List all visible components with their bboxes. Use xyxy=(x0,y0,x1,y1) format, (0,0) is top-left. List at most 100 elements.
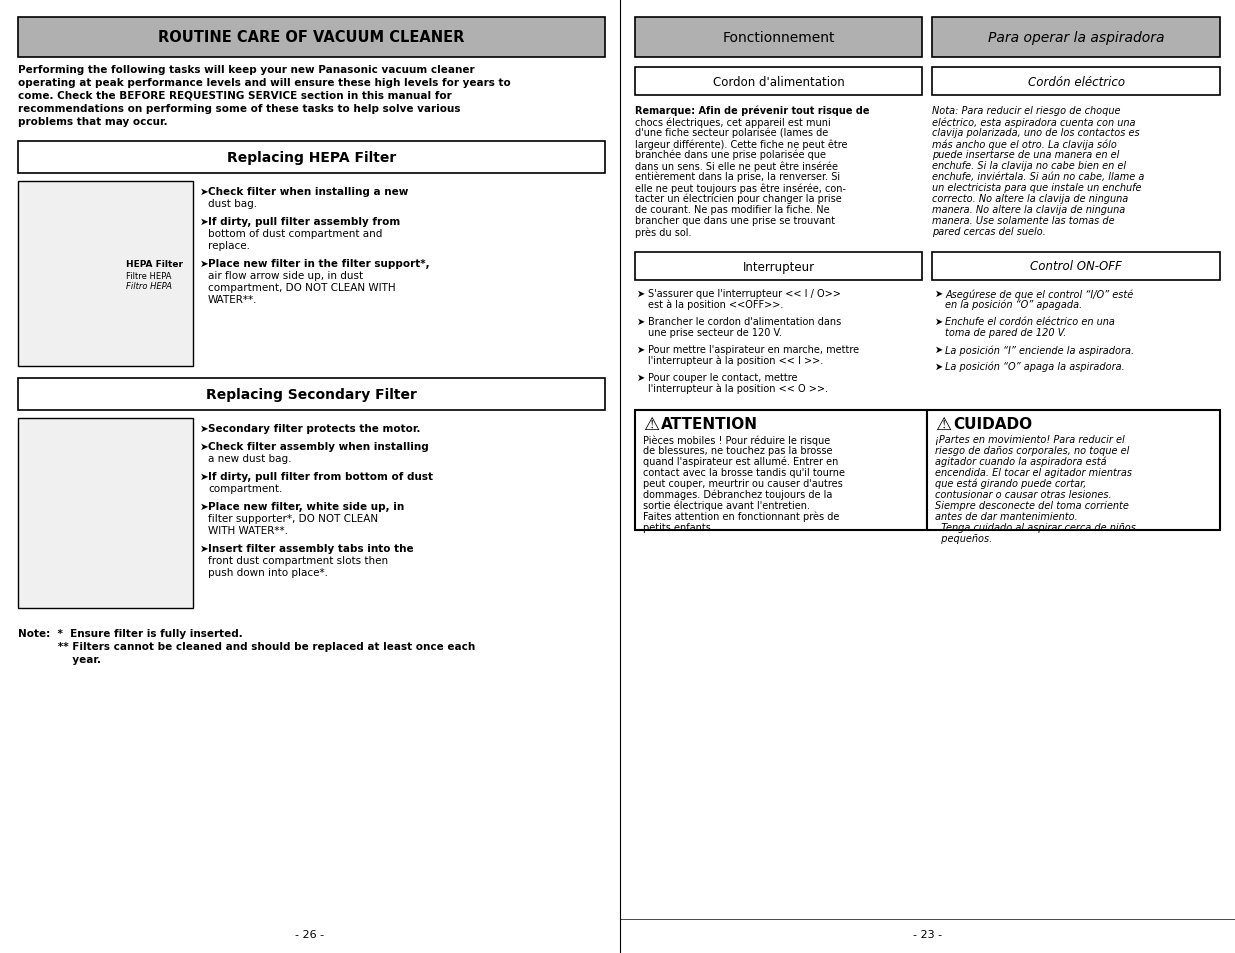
Text: contact avec la brosse tandis qu'il tourne: contact avec la brosse tandis qu'il tour… xyxy=(643,468,845,477)
Text: Brancher le cordon d'alimentation dans: Brancher le cordon d'alimentation dans xyxy=(648,316,841,327)
Text: puede insertarse de una manera en el: puede insertarse de una manera en el xyxy=(932,150,1120,160)
Text: encendida. El tocar el agitador mientras: encendida. El tocar el agitador mientras xyxy=(935,468,1132,477)
FancyBboxPatch shape xyxy=(19,182,193,367)
Text: Performing the following tasks will keep your new Panasonic vacuum cleaner: Performing the following tasks will keep… xyxy=(19,65,474,75)
Text: Filtre HEPA: Filtre HEPA xyxy=(126,272,170,281)
Text: If dirty, pull filter assembly from: If dirty, pull filter assembly from xyxy=(207,216,400,227)
Text: air flow arrow side up, in dust: air flow arrow side up, in dust xyxy=(207,271,363,281)
Text: Replacing HEPA Filter: Replacing HEPA Filter xyxy=(227,151,396,165)
Text: La posición “I” enciende la aspiradora.: La posición “I” enciende la aspiradora. xyxy=(946,345,1135,355)
Text: operating at peak performance levels and will ensure these high levels for years: operating at peak performance levels and… xyxy=(19,78,511,88)
Text: If dirty, pull filter from bottom of dust: If dirty, pull filter from bottom of dus… xyxy=(207,472,433,481)
Text: ➤: ➤ xyxy=(935,289,942,298)
Text: Asegúrese de que el control “I/O” esté: Asegúrese de que el control “I/O” esté xyxy=(946,289,1134,299)
Text: manera. No altere la clavija de ninguna: manera. No altere la clavija de ninguna xyxy=(932,205,1126,214)
Text: Insert filter assembly tabs into the: Insert filter assembly tabs into the xyxy=(207,543,414,554)
FancyBboxPatch shape xyxy=(19,378,605,411)
Text: bottom of dust compartment and: bottom of dust compartment and xyxy=(207,229,383,239)
Text: eléctrico, esta aspiradora cuenta con una: eléctrico, esta aspiradora cuenta con un… xyxy=(932,117,1136,128)
Text: - 23 -: - 23 - xyxy=(913,929,942,939)
Text: compartment, DO NOT CLEAN WITH: compartment, DO NOT CLEAN WITH xyxy=(207,283,395,293)
Text: tacter un électricien pour changer la prise: tacter un électricien pour changer la pr… xyxy=(635,193,842,204)
FancyBboxPatch shape xyxy=(927,411,1220,531)
Text: ⚠: ⚠ xyxy=(935,416,952,434)
Text: Faites attention en fonctionnant près de: Faites attention en fonctionnant près de xyxy=(643,512,840,522)
Text: est à la position <<OFF>>.: est à la position <<OFF>>. xyxy=(648,299,783,310)
Text: ⚠: ⚠ xyxy=(643,416,659,434)
Text: Check filter assembly when installing: Check filter assembly when installing xyxy=(207,441,429,452)
Text: de courant. Ne pas modifier la fiche. Ne: de courant. Ne pas modifier la fiche. Ne xyxy=(635,205,830,214)
Text: de blessures, ne touchez pas la brosse: de blessures, ne touchez pas la brosse xyxy=(643,446,832,456)
Text: ➤: ➤ xyxy=(637,373,645,382)
Text: Tenga cuidado al aspirar cerca de niños: Tenga cuidado al aspirar cerca de niños xyxy=(935,522,1136,533)
Text: filter supporter*, DO NOT CLEAN: filter supporter*, DO NOT CLEAN xyxy=(207,514,378,523)
Text: Place new filter, white side up, in: Place new filter, white side up, in xyxy=(207,501,404,512)
Text: recommendations on performing some of these tasks to help solve various: recommendations on performing some of th… xyxy=(19,104,461,113)
Text: l'interrupteur à la position << O >>.: l'interrupteur à la position << O >>. xyxy=(648,384,827,395)
FancyBboxPatch shape xyxy=(19,18,605,58)
Text: push down into place*.: push down into place*. xyxy=(207,567,329,578)
Text: compartment.: compartment. xyxy=(207,483,283,494)
Text: pequeños.: pequeños. xyxy=(935,534,993,543)
Text: ➤: ➤ xyxy=(200,216,209,227)
Text: manera. Use solamente las tomas de: manera. Use solamente las tomas de xyxy=(932,215,1115,226)
Text: elle ne peut toujours pas être insérée, con-: elle ne peut toujours pas être insérée, … xyxy=(635,183,846,193)
Text: ATTENTION: ATTENTION xyxy=(661,416,758,432)
FancyBboxPatch shape xyxy=(19,418,193,608)
Text: Nota: Para reducir el riesgo de choque: Nota: Para reducir el riesgo de choque xyxy=(932,106,1121,116)
Text: Enchufe el cordón eléctrico en una: Enchufe el cordón eléctrico en una xyxy=(946,316,1115,327)
Text: ** Filters cannot be cleaned and should be replaced at least once each: ** Filters cannot be cleaned and should … xyxy=(19,641,475,651)
Text: - 26 -: - 26 - xyxy=(295,929,325,939)
Text: Remarque: Afin de prévenir tout risque de: Remarque: Afin de prévenir tout risque d… xyxy=(635,106,869,116)
Text: ➤: ➤ xyxy=(200,441,209,452)
Text: pared cercas del suelo.: pared cercas del suelo. xyxy=(932,227,1046,236)
Text: contusionar o causar otras lesiones.: contusionar o causar otras lesiones. xyxy=(935,490,1112,499)
Text: Pièces mobiles ! Pour réduire le risque: Pièces mobiles ! Pour réduire le risque xyxy=(643,435,830,445)
Text: Para operar la aspiradora: Para operar la aspiradora xyxy=(988,30,1165,45)
FancyBboxPatch shape xyxy=(635,18,923,58)
FancyBboxPatch shape xyxy=(932,18,1220,58)
Text: Secondary filter protects the motor.: Secondary filter protects the motor. xyxy=(207,423,420,434)
Text: quand l'aspirateur est allumé. Entrer en: quand l'aspirateur est allumé. Entrer en xyxy=(643,456,839,467)
Text: riesgo de daños corporales, no toque el: riesgo de daños corporales, no toque el xyxy=(935,446,1130,456)
FancyBboxPatch shape xyxy=(19,142,605,173)
FancyBboxPatch shape xyxy=(635,253,923,281)
Text: front dust compartment slots then: front dust compartment slots then xyxy=(207,556,388,565)
Text: enchufe, inviértala. Si aún no cabe, llame a: enchufe, inviértala. Si aún no cabe, lla… xyxy=(932,172,1145,182)
Text: ➤: ➤ xyxy=(200,543,209,554)
Text: ➤: ➤ xyxy=(637,316,645,327)
Text: Control ON-OFF: Control ON-OFF xyxy=(1030,260,1123,274)
Text: brancher que dans une prise se trouvant: brancher que dans une prise se trouvant xyxy=(635,215,835,226)
Text: Check filter when installing a new: Check filter when installing a new xyxy=(207,187,409,196)
Text: d'une fiche secteur polarisée (lames de: d'une fiche secteur polarisée (lames de xyxy=(635,128,829,138)
Text: ➤: ➤ xyxy=(200,501,209,512)
Text: WITH WATER**.: WITH WATER**. xyxy=(207,525,288,536)
Text: près du sol.: près du sol. xyxy=(635,227,692,237)
FancyBboxPatch shape xyxy=(932,253,1220,281)
Text: HEPA Filter: HEPA Filter xyxy=(126,260,183,269)
Text: enchufe. Si la clavija no cabe bien en el: enchufe. Si la clavija no cabe bien en e… xyxy=(932,161,1126,171)
Text: problems that may occur.: problems that may occur. xyxy=(19,117,168,127)
Text: que está girando puede cortar,: que está girando puede cortar, xyxy=(935,478,1087,489)
Text: CUIDADO: CUIDADO xyxy=(953,416,1032,432)
FancyBboxPatch shape xyxy=(635,68,923,96)
Text: La posición “O” apaga la aspiradora.: La posición “O” apaga la aspiradora. xyxy=(946,361,1125,372)
Text: ➤: ➤ xyxy=(935,345,942,355)
Text: ➤: ➤ xyxy=(935,361,942,372)
Text: dommages. Débranchez toujours de la: dommages. Débranchez toujours de la xyxy=(643,490,832,500)
Text: antes de dar mantenimiento.: antes de dar mantenimiento. xyxy=(935,512,1078,521)
Text: ➤: ➤ xyxy=(935,316,942,327)
Text: Cordon d'alimentation: Cordon d'alimentation xyxy=(713,75,845,89)
Text: un electricista para que instale un enchufe: un electricista para que instale un ench… xyxy=(932,183,1142,193)
Text: clavija polarizada, uno de los contactos es: clavija polarizada, uno de los contactos… xyxy=(932,128,1140,138)
Text: entièrement dans la prise, la renverser. Si: entièrement dans la prise, la renverser.… xyxy=(635,172,840,182)
Text: ➤: ➤ xyxy=(637,345,645,355)
Text: chocs électriques, cet appareil est muni: chocs électriques, cet appareil est muni xyxy=(635,117,831,128)
Text: Replacing Secondary Filter: Replacing Secondary Filter xyxy=(206,388,417,401)
Text: replace.: replace. xyxy=(207,241,249,251)
Text: Siempre desconecte del toma corriente: Siempre desconecte del toma corriente xyxy=(935,500,1129,511)
Text: más ancho que el otro. La clavija sólo: más ancho que el otro. La clavija sólo xyxy=(932,139,1118,150)
Text: Note:  *  Ensure filter is fully inserted.: Note: * Ensure filter is fully inserted. xyxy=(19,628,243,639)
Text: dans un sens. Si elle ne peut être insérée: dans un sens. Si elle ne peut être insér… xyxy=(635,161,839,172)
Text: ➤: ➤ xyxy=(200,423,209,434)
